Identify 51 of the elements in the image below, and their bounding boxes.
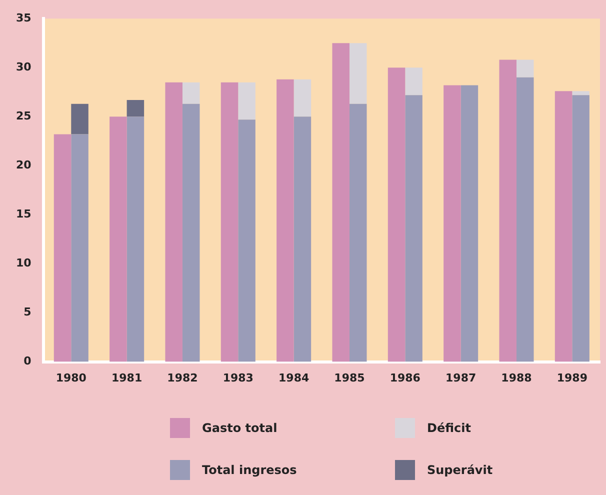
x-tick-label: 1982 (167, 371, 198, 384)
x-tick-label: 1989 (556, 371, 588, 384)
x-tick-label: 1986 (390, 371, 421, 384)
x-tick-label: 1980 (56, 371, 87, 384)
bar (182, 104, 200, 362)
bar (499, 60, 516, 362)
bar (294, 116, 312, 362)
bar (182, 82, 200, 104)
y-tick-label: 20 (16, 158, 32, 172)
y-tick-label: 35 (16, 11, 32, 24)
bar (126, 100, 144, 117)
bar (238, 82, 256, 120)
bar (444, 85, 461, 362)
x-tick-label: 1981 (112, 371, 142, 384)
x-tick-label: 1987 (446, 371, 476, 384)
bar (54, 134, 72, 362)
bar (110, 116, 127, 362)
bar (388, 68, 406, 362)
bar (349, 104, 367, 362)
bar (165, 82, 182, 362)
bar (460, 85, 478, 362)
x-tick-label: 1983 (222, 371, 254, 384)
x-tick-label: 1985 (334, 371, 365, 384)
y-tick-label: 0 (24, 354, 32, 368)
bar (71, 104, 88, 134)
bar (294, 79, 312, 117)
bar (572, 95, 590, 362)
y-tick-label: 25 (16, 110, 32, 123)
x-tick-label: 1984 (278, 371, 310, 384)
bar (126, 116, 144, 362)
legend-label: Total ingresos (202, 463, 297, 477)
bar (71, 134, 88, 362)
bar (349, 43, 367, 104)
y-tick-label: 15 (16, 208, 32, 221)
legend-label: Gasto total (202, 421, 278, 435)
bar (554, 91, 572, 362)
bar (516, 60, 534, 78)
bar (332, 43, 350, 362)
y-tick-label: 10 (16, 256, 32, 270)
bar (572, 91, 590, 96)
bar (238, 120, 256, 362)
bar (405, 68, 422, 96)
legend-label: Déficit (427, 421, 471, 435)
legend-label: Superávit (427, 463, 493, 477)
x-tick-label: 1988 (501, 371, 532, 384)
bar (276, 79, 294, 362)
y-tick-label: 5 (24, 306, 32, 319)
bar (220, 82, 238, 362)
bar (405, 95, 422, 362)
y-tick-label: 30 (16, 60, 32, 74)
bar (516, 77, 534, 362)
